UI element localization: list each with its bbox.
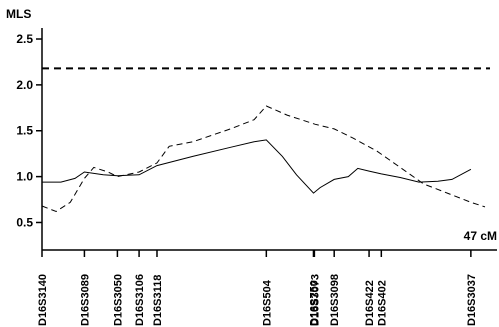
y-tick-label: 1.5 xyxy=(16,124,33,138)
y-ticks: 0.5 1.0 1.5 2.0 2.5 xyxy=(16,32,42,229)
marker-label: D16S3073 xyxy=(309,274,321,326)
marker-label: D16S750 xyxy=(308,280,320,326)
y-tick-label: 1.0 xyxy=(16,170,33,184)
series-layer xyxy=(41,105,486,213)
y-tick-label: 2.5 xyxy=(16,32,33,46)
marker-label: D16S402 xyxy=(376,280,388,326)
dashed-series-line xyxy=(41,105,486,213)
y-axis-title: MLS xyxy=(6,7,31,21)
marker-label: D16S504 xyxy=(261,279,273,326)
marker-label: D16S3050 xyxy=(112,274,124,326)
marker-label: D16S422 xyxy=(364,280,376,326)
marker-label: D16S3106 xyxy=(134,274,146,326)
marker-label: D16S3118 xyxy=(152,275,164,326)
y-tick-label: 0.5 xyxy=(16,215,33,229)
marker-label: D16S3098 xyxy=(329,274,341,326)
marker-label: D16S3037 xyxy=(466,274,478,326)
y-tick-label: 2.0 xyxy=(16,78,33,92)
marker-label: D16S3140 xyxy=(37,274,49,326)
x-end-label: 47 cM xyxy=(464,229,497,243)
marker-label: D16S3089 xyxy=(79,274,91,326)
marker-layer: D16S3140 D16S3089 D16S3050 D16S3106 D16S3118… xyxy=(37,250,478,326)
solid-series-line xyxy=(42,139,472,194)
